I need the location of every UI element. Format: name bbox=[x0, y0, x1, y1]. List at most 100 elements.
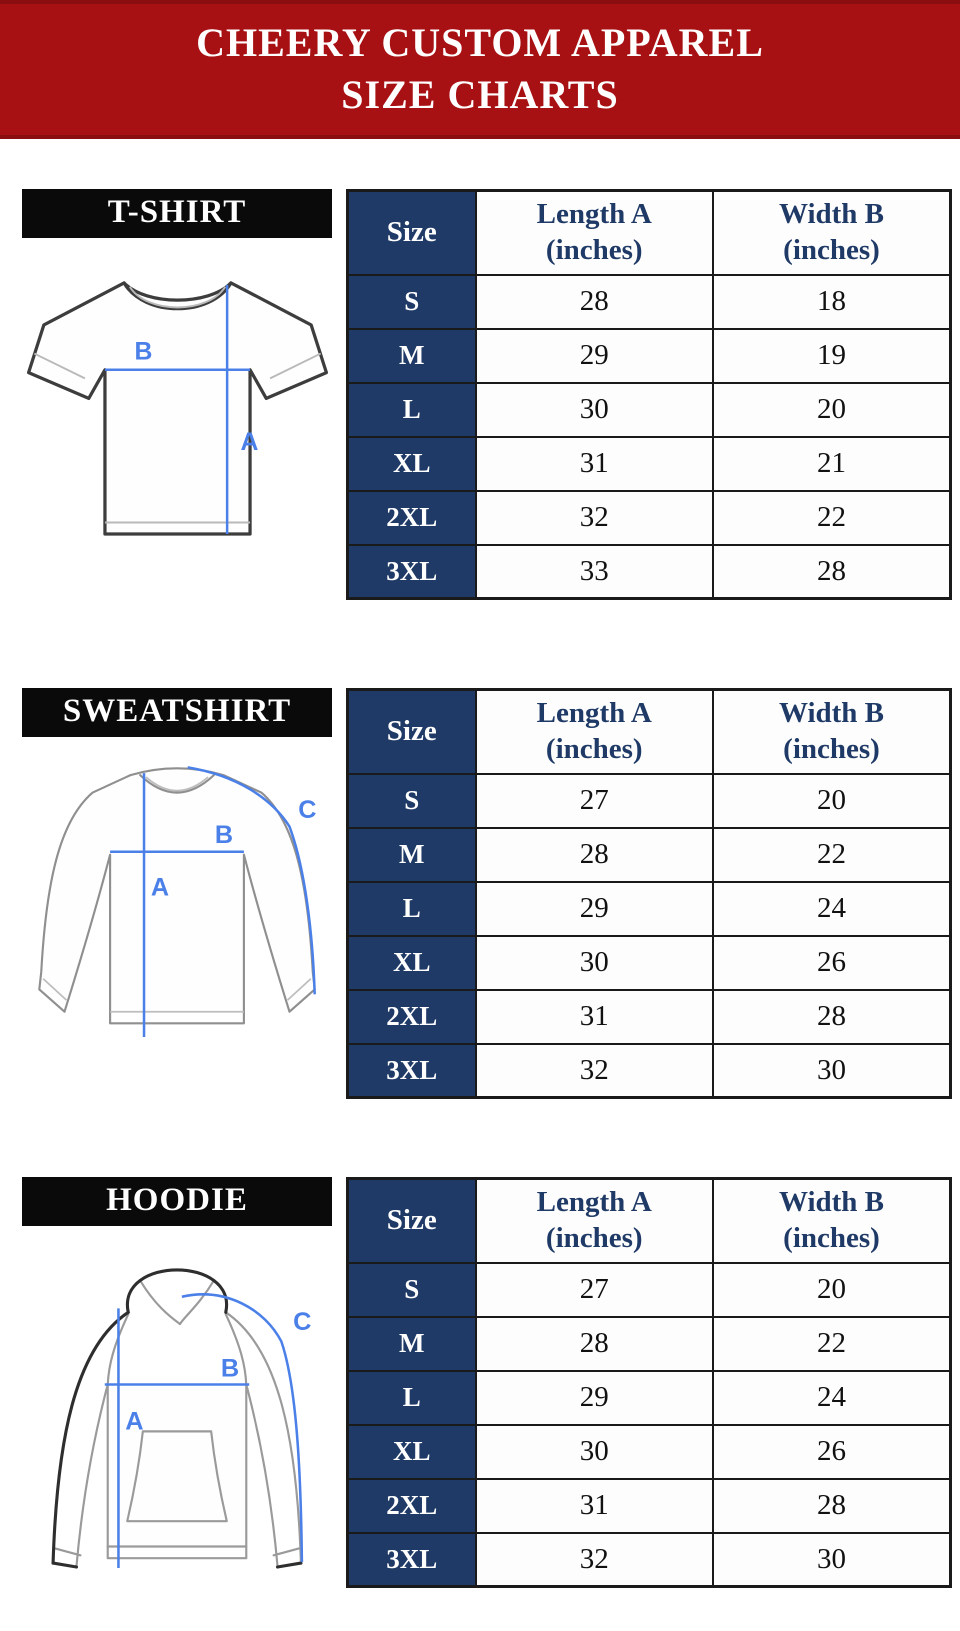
length-value-cell: 27 bbox=[474, 1261, 714, 1318]
width-value-cell: 18 bbox=[712, 273, 952, 330]
header-text: Width B bbox=[778, 1186, 885, 1219]
table-row: L 29 24 bbox=[346, 880, 952, 937]
length-value-cell: 28 bbox=[474, 1315, 714, 1372]
length-value-cell: 28 bbox=[474, 273, 714, 330]
size-cell: L bbox=[346, 1369, 477, 1426]
table-row: 2XL 31 28 bbox=[346, 988, 952, 1045]
header-row: Size Length A (inches) Width B (inches) bbox=[346, 1177, 952, 1264]
hoodie-left-column: HOODIE bbox=[8, 1177, 346, 1576]
header-text: (inches) bbox=[783, 732, 880, 765]
tshirt-measure-lines bbox=[104, 284, 250, 534]
size-cell: 2XL bbox=[346, 988, 477, 1045]
length-value-cell: 29 bbox=[474, 880, 714, 937]
size-cell: 3XL bbox=[346, 1042, 477, 1099]
measure-label-a: A bbox=[151, 873, 169, 901]
length-value-cell: 32 bbox=[474, 489, 714, 546]
size-cell: S bbox=[346, 772, 477, 829]
header-text: (inches) bbox=[783, 233, 880, 266]
table-row: 3XL 32 30 bbox=[346, 1042, 952, 1099]
length-value-cell: 30 bbox=[474, 381, 714, 438]
size-cell: L bbox=[346, 880, 477, 937]
hoodie-size-table: Size Length A (inches) Width B (inches) … bbox=[346, 1177, 952, 1588]
section-label-tshirt: T-SHIRT bbox=[22, 189, 332, 238]
hoodie-measure-lines bbox=[104, 1293, 304, 1568]
tshirt-illustration: B A bbox=[8, 248, 346, 566]
sweatshirt-measure-lines bbox=[110, 766, 316, 1037]
section-label-sweatshirt: SWEATSHIRT bbox=[22, 688, 332, 737]
size-cell: M bbox=[346, 1315, 477, 1372]
hoodie-drawing: B A C bbox=[51, 1268, 311, 1569]
length-value-cell: 31 bbox=[474, 988, 714, 1045]
header-text: (inches) bbox=[545, 732, 643, 765]
length-column-header: Length A (inches) bbox=[474, 1177, 714, 1264]
width-value-cell: 30 bbox=[712, 1042, 952, 1099]
table-row: M 28 22 bbox=[346, 826, 952, 883]
width-value-cell: 22 bbox=[712, 489, 952, 546]
width-value-cell: 21 bbox=[712, 435, 952, 492]
table-row: XL 31 21 bbox=[346, 435, 952, 492]
length-value-cell: 32 bbox=[474, 1531, 714, 1588]
width-column-header: Width B (inches) bbox=[712, 1177, 952, 1264]
size-cell: 2XL bbox=[346, 489, 477, 546]
measure-label-b: B bbox=[221, 1355, 239, 1383]
size-cell: L bbox=[346, 381, 477, 438]
tshirt-size-table: Size Length A (inches) Width B (inches) … bbox=[346, 189, 952, 600]
header-text: (inches) bbox=[545, 1221, 643, 1254]
size-cell: M bbox=[346, 327, 477, 384]
table-row: M 29 19 bbox=[346, 327, 952, 384]
table-row: S 27 20 bbox=[346, 772, 952, 829]
width-column-header: Width B (inches) bbox=[712, 189, 952, 276]
table-row: 2XL 31 28 bbox=[346, 1477, 952, 1534]
measure-label-b: B bbox=[215, 821, 233, 849]
size-cell: XL bbox=[346, 934, 477, 991]
size-column-header: Size bbox=[346, 688, 477, 775]
section-sweatshirt: SWEATSHIRT B A bbox=[0, 688, 960, 1099]
width-value-cell: 24 bbox=[712, 1369, 952, 1426]
measure-label-c: C bbox=[298, 796, 316, 824]
width-value-cell: 28 bbox=[712, 543, 952, 600]
length-value-cell: 33 bbox=[474, 543, 714, 600]
table-row: M 28 22 bbox=[346, 1315, 952, 1372]
measure-label-a: A bbox=[125, 1407, 143, 1435]
width-value-cell: 22 bbox=[712, 1315, 952, 1372]
table-row: XL 30 26 bbox=[346, 934, 952, 991]
length-value-cell: 30 bbox=[474, 1423, 714, 1480]
length-value-cell: 32 bbox=[474, 1042, 714, 1099]
width-value-cell: 26 bbox=[712, 934, 952, 991]
size-cell: 2XL bbox=[346, 1477, 477, 1534]
hoodie-illustration: B A C bbox=[8, 1236, 346, 1576]
length-column-header: Length A (inches) bbox=[474, 688, 714, 775]
width-column-header: Width B (inches) bbox=[712, 688, 952, 775]
sweatshirt-illustration: B A C bbox=[8, 747, 346, 1067]
size-cell: XL bbox=[346, 435, 477, 492]
banner-title-line1: CHEERY CUSTOM APPAREL bbox=[196, 20, 764, 65]
width-value-cell: 26 bbox=[712, 1423, 952, 1480]
title-banner: CHEERY CUSTOM APPAREL SIZE CHARTS bbox=[0, 0, 960, 139]
sweatshirt-left-column: SWEATSHIRT B A bbox=[8, 688, 346, 1067]
header-text: (inches) bbox=[783, 1221, 880, 1254]
tshirt-left-column: T-SHIRT B A bbox=[8, 189, 346, 566]
table-row: S 28 18 bbox=[346, 273, 952, 330]
width-value-cell: 20 bbox=[712, 1261, 952, 1318]
header-text: Length A bbox=[536, 198, 652, 231]
header-text: Length A bbox=[536, 1186, 652, 1219]
table-row: L 29 24 bbox=[346, 1369, 952, 1426]
size-cell: 3XL bbox=[346, 1531, 477, 1588]
width-value-cell: 22 bbox=[712, 826, 952, 883]
size-cell: XL bbox=[346, 1423, 477, 1480]
size-cell: S bbox=[346, 273, 477, 330]
width-value-cell: 24 bbox=[712, 880, 952, 937]
sweatshirt-size-table: Size Length A (inches) Width B (inches) … bbox=[346, 688, 952, 1099]
measure-label-c: C bbox=[293, 1308, 311, 1336]
table-row: L 30 20 bbox=[346, 381, 952, 438]
size-cell: M bbox=[346, 826, 477, 883]
header-row: Size Length A (inches) Width B (inches) bbox=[346, 189, 952, 276]
sweatshirt-drawing: B A C bbox=[38, 766, 316, 1037]
measure-label-b: B bbox=[134, 338, 152, 365]
table-row: XL 30 26 bbox=[346, 1423, 952, 1480]
width-value-cell: 28 bbox=[712, 988, 952, 1045]
header-row: Size Length A (inches) Width B (inches) bbox=[346, 688, 952, 775]
header-text: Length A bbox=[536, 697, 652, 730]
section-hoodie: HOODIE bbox=[0, 1177, 960, 1588]
header-text: Width B bbox=[778, 198, 885, 231]
